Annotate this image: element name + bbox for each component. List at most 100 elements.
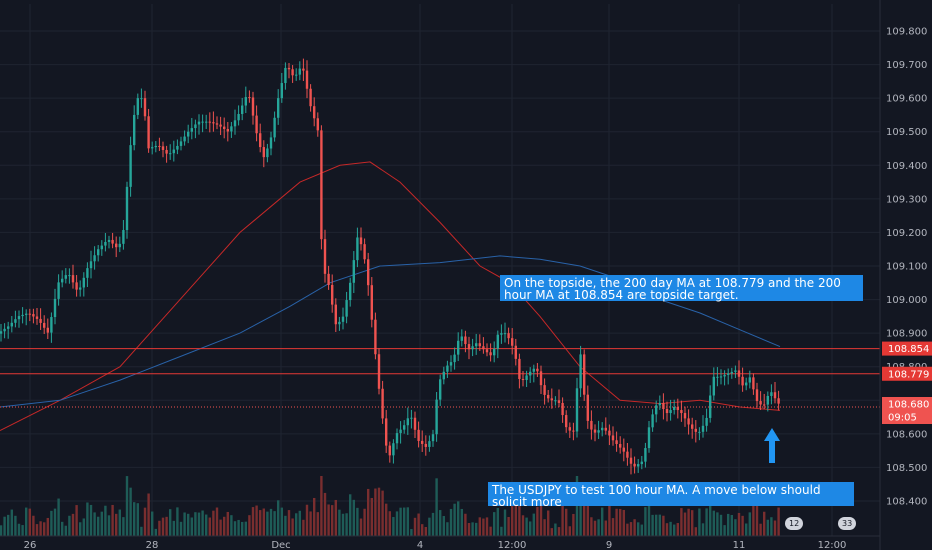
volume-bar bbox=[169, 509, 172, 536]
candle-body bbox=[773, 392, 777, 399]
volume-bar bbox=[277, 500, 280, 536]
volume-bar bbox=[107, 515, 111, 536]
volume-bar bbox=[287, 510, 291, 536]
price-tick-label: 109.700 bbox=[886, 60, 927, 71]
volume-bar bbox=[269, 508, 273, 536]
volume-bar bbox=[399, 507, 402, 536]
candle-body bbox=[514, 345, 517, 359]
volume-bar bbox=[255, 505, 258, 536]
candle-body bbox=[457, 340, 460, 355]
volume-bar bbox=[331, 505, 334, 536]
annotation-topside: On the topside, the 200 day MA at 108.77… bbox=[500, 275, 863, 301]
volume-bar bbox=[539, 503, 543, 536]
volume-bar bbox=[21, 525, 24, 536]
event-badge[interactable]: 33 bbox=[838, 517, 857, 530]
candle-body bbox=[64, 275, 67, 279]
candle-body bbox=[550, 398, 553, 401]
candle-body bbox=[529, 371, 532, 376]
volume-bar bbox=[503, 509, 507, 536]
volume-bar bbox=[730, 515, 733, 536]
candle-body bbox=[622, 447, 625, 452]
volume-bar bbox=[370, 497, 373, 536]
volume-bar bbox=[536, 506, 539, 536]
time-axis-labels: 26 28 Dec 4 12:00 9 11 12:00 bbox=[24, 540, 847, 550]
candle-body bbox=[223, 126, 226, 130]
candle-body bbox=[712, 376, 715, 396]
candle-body bbox=[3, 328, 6, 332]
candle-body bbox=[694, 428, 697, 432]
candle-body bbox=[266, 148, 269, 158]
candle-body bbox=[439, 379, 442, 400]
time-tick-label: 11 bbox=[733, 540, 746, 550]
volume-bar bbox=[489, 526, 492, 536]
candle-body bbox=[651, 414, 654, 428]
volume-bar bbox=[683, 512, 687, 536]
volume-bar bbox=[32, 515, 35, 536]
volume-bar bbox=[608, 504, 611, 536]
candle-body bbox=[395, 433, 399, 444]
volume-bar bbox=[741, 515, 744, 536]
volume-bar bbox=[651, 514, 654, 536]
candle-body bbox=[403, 425, 406, 430]
candle-body bbox=[230, 126, 233, 132]
candle-body bbox=[298, 68, 301, 75]
candle-body bbox=[748, 377, 751, 383]
candle-body bbox=[323, 239, 327, 274]
candle-body bbox=[489, 352, 492, 356]
time-tick-label: 12:00 bbox=[498, 540, 527, 550]
volume-bar bbox=[388, 511, 391, 536]
volume-bar bbox=[511, 504, 514, 536]
volume-bar bbox=[518, 499, 521, 536]
volume-bar bbox=[755, 505, 759, 536]
volume-bar bbox=[219, 519, 222, 536]
volume-bar bbox=[25, 507, 28, 536]
candle-body bbox=[637, 464, 640, 467]
volume-bar bbox=[273, 511, 276, 536]
candle-body bbox=[485, 349, 489, 353]
volume-bar bbox=[709, 505, 712, 536]
price-tags: 108.854 108.779 108.680 09:05 bbox=[882, 341, 932, 424]
candle-body bbox=[363, 244, 366, 260]
candle-body bbox=[219, 124, 222, 127]
candle-body bbox=[345, 300, 348, 317]
candle-body bbox=[629, 457, 633, 464]
candle-body bbox=[424, 443, 427, 447]
candle-body bbox=[125, 186, 129, 231]
volume-bar bbox=[745, 523, 748, 536]
candle-body bbox=[111, 239, 114, 244]
candle-body bbox=[777, 398, 780, 404]
candle-body bbox=[604, 427, 607, 431]
candle-body bbox=[406, 418, 409, 426]
candle-body bbox=[442, 371, 445, 380]
candle-body bbox=[295, 74, 298, 76]
volume-bar bbox=[453, 503, 456, 536]
candle-body bbox=[287, 67, 291, 70]
candle-body bbox=[766, 395, 769, 405]
candle-body bbox=[511, 338, 514, 346]
candle-body bbox=[61, 278, 64, 283]
event-badge[interactable]: 12 bbox=[785, 517, 804, 530]
candle-body bbox=[475, 343, 478, 347]
candle-body bbox=[770, 392, 773, 396]
volume-bar bbox=[57, 498, 60, 536]
countdown-tag: 09:05 bbox=[888, 413, 917, 424]
candle-body bbox=[89, 261, 93, 269]
candle-body bbox=[734, 370, 737, 372]
volume-bar bbox=[133, 502, 136, 536]
volume-bar bbox=[262, 508, 265, 536]
volume-bar bbox=[359, 518, 363, 536]
candle-body bbox=[586, 394, 589, 421]
candle-body bbox=[428, 441, 431, 447]
volume-bar bbox=[89, 504, 93, 536]
horizontal-levels bbox=[0, 348, 880, 408]
candle-body bbox=[273, 117, 276, 138]
candle-body bbox=[565, 415, 568, 428]
price-axis bbox=[880, 0, 932, 550]
volume-bar bbox=[280, 507, 283, 536]
volume-bar bbox=[500, 526, 503, 536]
candle-body bbox=[658, 402, 661, 406]
volume-bar bbox=[611, 518, 615, 536]
volume-bar bbox=[35, 524, 39, 536]
candle-body bbox=[28, 313, 31, 315]
candle-body bbox=[370, 285, 373, 320]
